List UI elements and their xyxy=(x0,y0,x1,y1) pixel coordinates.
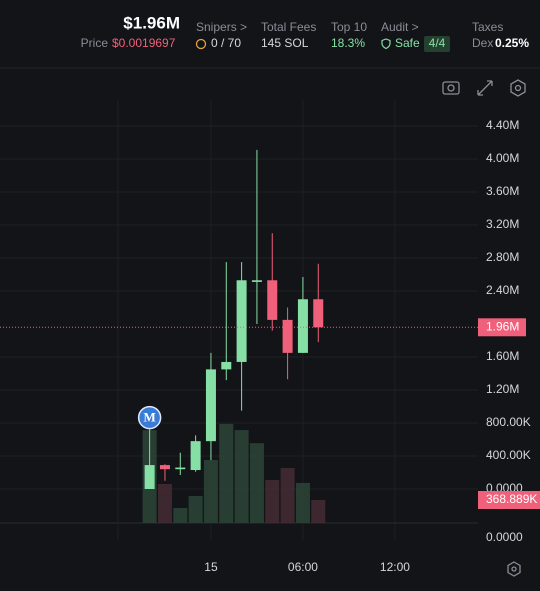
expand-button[interactable] xyxy=(477,80,493,96)
candle-body xyxy=(251,280,262,282)
taxes-label: Taxes xyxy=(472,20,503,34)
top10: 18.3% xyxy=(331,36,365,50)
volume-bar xyxy=(311,500,326,523)
candle-body xyxy=(175,467,186,470)
audit-icon xyxy=(381,38,391,50)
volume-bar xyxy=(188,496,203,523)
volume-value-label: 368.889K xyxy=(486,492,537,506)
x-tick-label: 15 xyxy=(204,560,218,574)
marker xyxy=(137,405,162,430)
y-tick-label: 4.40M xyxy=(486,118,519,132)
candle-body xyxy=(313,299,324,328)
market-cap: $1.96M xyxy=(123,13,180,32)
volume-bar xyxy=(234,430,249,523)
camera-button[interactable] xyxy=(442,81,460,95)
y-tick-label: 1.60M xyxy=(486,349,519,363)
y-tick-label: 3.20M xyxy=(486,217,519,231)
y-tick-label: 400.00K xyxy=(486,448,531,462)
candle-body xyxy=(190,441,201,471)
snipers-label[interactable]: Snipers > xyxy=(196,20,247,34)
candle-body xyxy=(205,369,216,442)
snipers: 0 / 70 xyxy=(211,36,241,50)
fees: 145 SOL xyxy=(261,36,309,50)
y-tick-label: 800.00K xyxy=(486,415,531,429)
candle-body xyxy=(159,465,170,470)
snipers-icon xyxy=(195,38,207,50)
volume-bar xyxy=(265,479,280,523)
candle-body xyxy=(236,280,247,362)
volume-bar xyxy=(280,468,295,523)
fees-label: Total Fees xyxy=(261,20,316,34)
taxes-type: Dex xyxy=(472,36,493,50)
audit-badge xyxy=(424,36,450,52)
audit-label[interactable]: Audit > xyxy=(381,20,419,34)
candle-body xyxy=(267,280,278,320)
x-tick-label: 06:00 xyxy=(288,560,318,574)
y-tick-label: 2.40M xyxy=(486,283,519,297)
volume-axis-label: 0.0000 xyxy=(486,530,523,544)
last-price-label: 1.96M xyxy=(486,319,519,333)
volume-bar xyxy=(219,423,234,523)
volume-bar xyxy=(173,507,188,523)
settings-bottom-button[interactable] xyxy=(507,561,521,577)
settings-button[interactable] xyxy=(510,79,526,97)
y-tick-label: 1.20M xyxy=(486,382,519,396)
y-tick-label: 3.60M xyxy=(486,184,519,198)
volume-value-box xyxy=(478,491,540,510)
taxes: 0.25% xyxy=(495,36,529,50)
last-price-box xyxy=(478,318,526,337)
candle-body xyxy=(144,465,155,490)
price: $0.0019697 xyxy=(112,36,176,50)
price-label: Price xyxy=(81,36,109,50)
volume-bar xyxy=(249,443,264,523)
volume-bar xyxy=(295,482,310,523)
marker-label: M xyxy=(143,410,155,425)
audit-score: 4/4 xyxy=(429,36,446,50)
y-tick-label: 2.80M xyxy=(486,250,519,264)
volume-bar xyxy=(203,460,218,523)
volume-bar xyxy=(157,483,172,523)
y-tick-label: 4.00M xyxy=(486,151,519,165)
top10-label: Top 10 xyxy=(331,20,367,34)
x-tick-label: 12:00 xyxy=(380,560,410,574)
candle-body xyxy=(297,299,308,353)
candle-body xyxy=(282,319,293,353)
audit: Safe xyxy=(395,36,420,50)
candle-body xyxy=(221,361,232,370)
